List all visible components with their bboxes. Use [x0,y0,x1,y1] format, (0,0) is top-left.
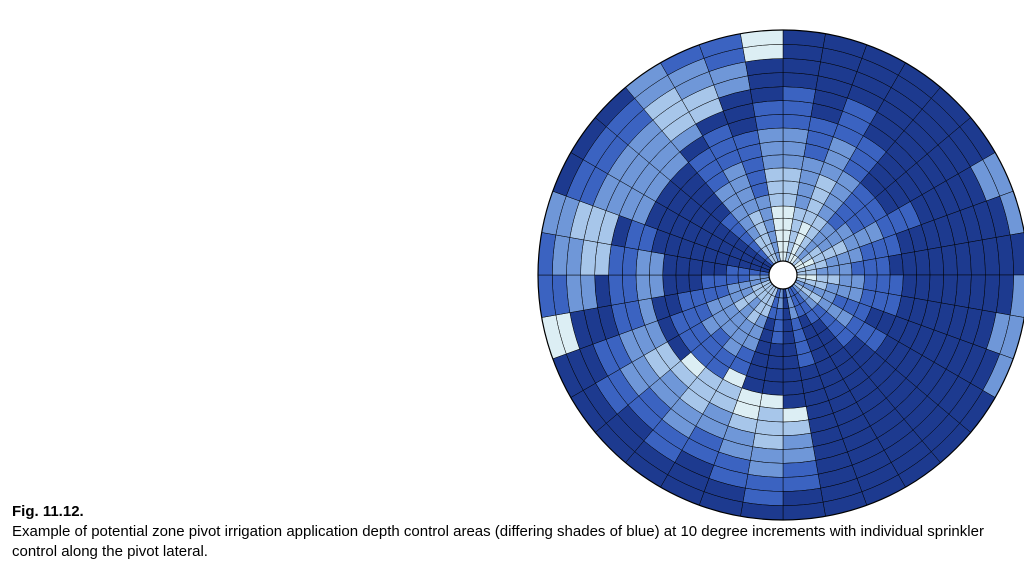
polar-cell [863,259,877,275]
polar-cell [609,275,625,305]
polar-cell [783,393,806,408]
polar-cell [783,331,795,344]
polar-cell [769,343,783,357]
polar-cell [783,114,811,130]
polar-cell [876,256,890,275]
polar-cell [941,245,957,275]
polar-cell [753,101,783,117]
polar-cell [676,275,690,294]
polar-cell [955,275,972,308]
polar-cell [595,242,612,275]
polar-cell [863,275,877,291]
polar-cell [876,275,890,294]
polar-cell [760,141,783,156]
polar-cell [649,252,664,275]
pivot-hub [769,261,797,289]
polar-cell [783,407,809,423]
polar-cell [928,247,944,275]
polar-cell [773,218,783,230]
polar-cell [649,275,664,298]
polar-cell [762,155,783,170]
polar-cell [636,249,652,275]
polar-cell [783,194,797,208]
polar-cell [783,128,809,144]
polar-heatmap-svg [533,25,1024,525]
polar-cell [757,128,783,144]
polar-cell [609,245,625,275]
polar-cell [622,247,638,275]
polar-cell [755,420,783,436]
polar-cell [839,263,852,275]
polar-cell [928,275,944,303]
polar-cell [714,275,727,287]
polar-cell [783,87,816,104]
polar-cell [941,275,957,305]
polar-cell [783,381,804,396]
polar-cell [851,275,865,289]
polar-cell [783,155,804,170]
polar-cell [689,275,703,291]
polar-cell [757,407,783,423]
polar-cell [762,381,783,396]
polar-cell [783,420,811,436]
polar-cell [760,393,783,408]
polar-cell [783,101,813,117]
polar-cell [767,355,783,369]
polar-cell [702,261,716,275]
polar-cell [901,275,916,298]
polar-cell [764,168,783,182]
polar-cell [702,275,716,289]
figure-label: Fig. 11.12. [12,503,1004,522]
figure-caption: Fig. 11.12. Example of potential zone pi… [12,503,1004,562]
polar-cell [663,275,678,296]
polar-cell [783,343,797,357]
polar-cell [783,141,806,156]
polar-cell [783,433,813,449]
polar-cell [764,368,783,382]
pivot-irrigation-polar-chart [533,25,1024,525]
polar-cell [755,114,783,130]
polar-cell [595,275,612,308]
polar-cell [771,206,783,219]
figure-caption-text: Example of potential zone pivot irrigati… [12,523,984,560]
polar-cell [827,265,839,275]
polar-cell [851,261,865,275]
polar-cell [750,87,783,104]
polar-cell [901,252,916,275]
polar-cell [769,194,783,208]
polar-cell [783,168,802,182]
polar-cell [783,355,799,369]
polar-cell [767,181,783,195]
polar-cell [676,256,690,275]
polar-cell [783,447,816,464]
polar-cell [915,249,931,275]
polar-cell [955,242,972,275]
polar-cell [663,254,678,275]
polar-cell [783,181,799,195]
polar-cell [753,433,783,449]
polar-cell [783,319,793,331]
polar-cell [889,275,904,296]
polar-cell [783,368,802,382]
polar-cell [636,275,652,301]
polar-cell [622,275,638,303]
polar-cell [889,254,904,275]
polar-cell [689,259,703,275]
polar-cell [726,275,738,285]
polar-cell [750,447,783,464]
polar-cell [915,275,931,301]
